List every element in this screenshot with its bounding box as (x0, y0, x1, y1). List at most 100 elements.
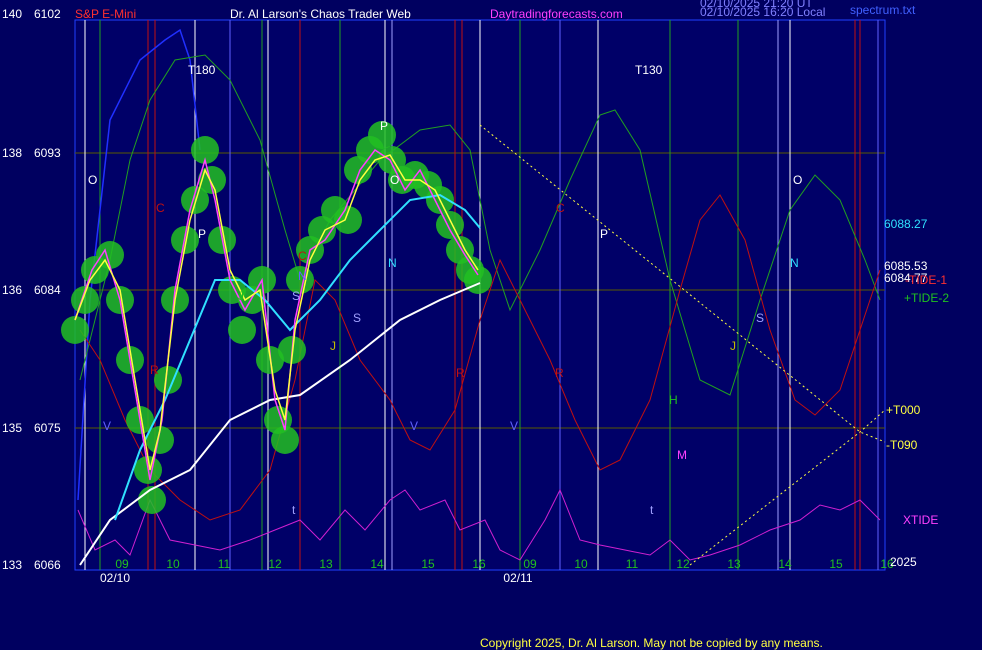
annotation: J (330, 339, 336, 353)
symbol: S&P E-Mini (75, 7, 136, 21)
file-name: spectrum.txt (850, 3, 916, 17)
x-label: 12 (268, 557, 282, 571)
x-label: 09 (523, 557, 537, 571)
red-curve (79, 194, 881, 521)
x-label: 11 (626, 557, 639, 571)
y-label: 6075 (34, 421, 61, 435)
averages (74, 148, 481, 566)
annotation: N (388, 256, 397, 270)
y-label: 6084 (34, 283, 61, 297)
x-label: 16 (880, 557, 894, 571)
right-label: 2025 (890, 555, 917, 569)
band-dot (368, 121, 396, 149)
right-label: +TIDE-2 (904, 291, 949, 305)
x-label: 11 (218, 557, 231, 571)
right-label: 6088.27 (884, 217, 928, 231)
x-label: 12 (676, 557, 690, 571)
right-label: 6084.77 (884, 271, 928, 285)
annotation: V (510, 419, 518, 433)
y-label: 6102 (34, 7, 61, 21)
stamp: 02/10/2025 16:20 Local (700, 5, 825, 19)
band-dot (334, 206, 362, 234)
x-label: 13 (319, 557, 333, 571)
annotation: N (790, 256, 799, 270)
band-dot (198, 166, 226, 194)
annotation: P (380, 119, 388, 133)
annotation: V (410, 419, 418, 433)
annotation: S (353, 311, 361, 325)
magenta-curve (77, 488, 881, 561)
band-dot (191, 136, 219, 164)
stamp: 02/10/2025 21:20 UT (700, 0, 813, 10)
annotation: P (198, 227, 206, 241)
band-dot (271, 426, 299, 454)
annotation: N (298, 269, 307, 283)
annotation: R (555, 366, 564, 380)
x-label: 14 (778, 557, 792, 571)
cyan-average (114, 193, 481, 521)
annotation: R (456, 366, 465, 380)
band-dot (71, 286, 99, 314)
x-label: 16 (472, 557, 486, 571)
annotation: C (156, 201, 165, 215)
annotation: O (88, 173, 97, 187)
y-label: 135 (2, 421, 22, 435)
band-dot (154, 366, 182, 394)
y-label: 6093 (34, 146, 61, 160)
band-dot (464, 266, 492, 294)
annotation: P (600, 227, 608, 241)
green-curve (79, 54, 881, 396)
band-dot (308, 216, 336, 244)
date-label: 02/11 (503, 571, 532, 585)
annotation: S (292, 289, 300, 303)
y-label: 138 (2, 146, 22, 160)
x-label: 10 (574, 557, 588, 571)
annotation: O (390, 173, 399, 187)
right-label: -T090 (886, 438, 918, 452)
trend-line (689, 409, 886, 566)
price-line (74, 148, 479, 481)
x-label: 14 (370, 557, 384, 571)
white-average (79, 282, 481, 566)
right-label: -TIDE-1 (905, 273, 947, 287)
right-label: 6085.53 (884, 259, 928, 273)
annotation: T180 (188, 63, 216, 77)
annotation: S (756, 311, 764, 325)
trend-line (479, 124, 886, 443)
annotation: C (298, 249, 307, 263)
annotation: t (292, 503, 296, 517)
y-label: 136 (2, 283, 22, 297)
annotation: t (650, 503, 654, 517)
y-label: 6066 (34, 558, 61, 572)
date-label: 02/10 (100, 571, 130, 585)
x-label: 15 (421, 557, 435, 571)
x-label: 10 (166, 557, 180, 571)
annotation: O (793, 173, 802, 187)
annotation: J (730, 339, 736, 353)
site: Daytradingforecasts.com (490, 7, 623, 21)
x-label: 15 (829, 557, 843, 571)
title: Dr. Al Larson's Chaos Trader Web (230, 7, 411, 21)
band-dot (436, 211, 464, 239)
annotation: C (556, 201, 565, 215)
time-lines (84, 20, 879, 570)
curves (77, 28, 886, 566)
y-label: 133 (2, 558, 22, 572)
x-label: 09 (115, 557, 129, 571)
price-smooth (74, 154, 479, 471)
right-label: +T000 (886, 403, 921, 417)
annotation: V (103, 419, 111, 433)
band-dot (61, 316, 89, 344)
annotation: T130 (635, 63, 663, 77)
band-dot (138, 486, 166, 514)
footer: Copyright 2025, Dr. Al Larson. May not b… (480, 636, 823, 650)
y-label: 140 (2, 7, 22, 21)
annotation: R (150, 363, 159, 377)
band-dot (181, 186, 209, 214)
labels: 140 6102 138 6093 136 6084 135 6075 133 6066 09 10 1… (2, 7, 949, 585)
annotation: M (677, 448, 687, 462)
x-label: 13 (727, 557, 741, 571)
annotation: H (669, 393, 678, 407)
right-label: XTIDE (903, 513, 938, 527)
